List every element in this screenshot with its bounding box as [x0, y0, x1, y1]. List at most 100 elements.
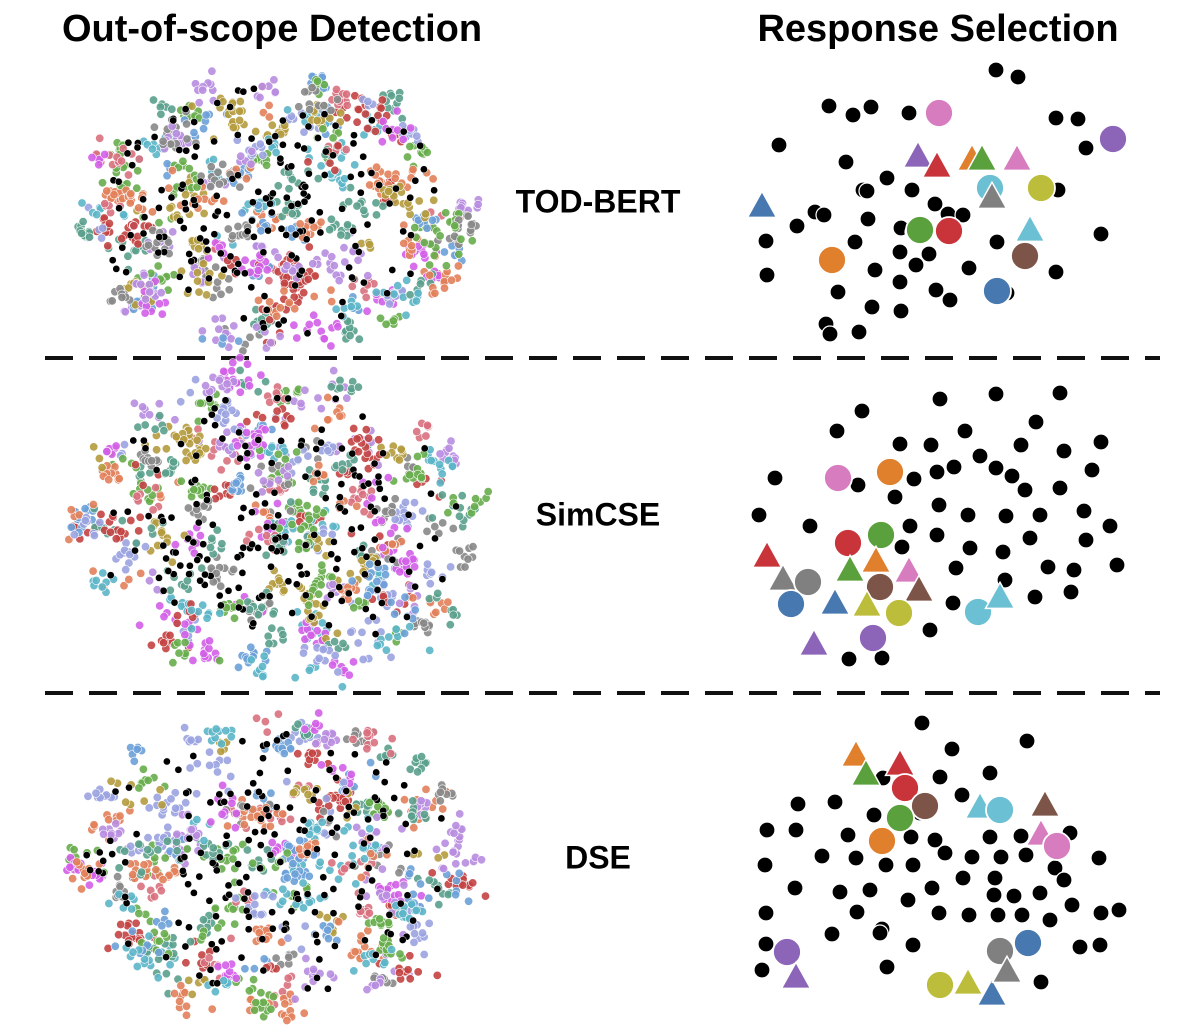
- neighbor-point: [1031, 884, 1049, 902]
- neighbor-point: [853, 402, 871, 420]
- neighbor-point: [862, 98, 880, 116]
- neighbor-point: [1055, 442, 1073, 460]
- neighbor-point: [1047, 109, 1065, 127]
- gray-circle-marker: [793, 567, 823, 597]
- tsne-cloud-2: [64, 353, 493, 692]
- neighbor-point: [891, 273, 909, 291]
- neighbor-point: [985, 886, 1003, 904]
- tsne-cloud-1: [73, 66, 483, 356]
- neighbor-point: [960, 259, 978, 277]
- neighbor-point: [987, 459, 1005, 477]
- purple-circle-marker: [858, 623, 888, 653]
- orange-triangle-marker: [860, 544, 892, 574]
- neighbor-point: [1013, 906, 1031, 924]
- neighbor-point: [1009, 68, 1027, 86]
- blue-circle-marker: [1013, 928, 1043, 958]
- red-circle-marker: [890, 773, 920, 803]
- model-label-tod-bert: TOD-BERT: [515, 183, 681, 220]
- neighbor-point: [913, 714, 931, 732]
- blue-triangle-marker: [746, 189, 778, 219]
- neighbor-point: [907, 256, 925, 274]
- neighbor-point: [1005, 887, 1023, 905]
- neighbor-point: [873, 649, 891, 667]
- model-label-simcse: SimCSE: [535, 496, 661, 533]
- purple-triangle-marker: [798, 627, 830, 657]
- pink-circle-marker: [924, 98, 954, 128]
- neighbor-point: [954, 206, 972, 224]
- header-out-of-scope-detection: Out-of-scope Detection: [61, 8, 483, 50]
- neighbor-point: [1092, 225, 1110, 243]
- orange-circle-marker: [867, 826, 897, 856]
- neighbor-point: [877, 856, 895, 874]
- neighbor-point: [839, 826, 857, 844]
- neighbor-point: [1027, 413, 1045, 431]
- neighbor-point: [757, 904, 775, 922]
- response-selection-panel-dse: [753, 714, 1128, 1007]
- neighbor-point: [1092, 904, 1110, 922]
- neighbor-point: [837, 153, 855, 171]
- neighbor-point: [892, 302, 910, 320]
- neighbor-point: [1039, 558, 1057, 576]
- neighbor-point: [826, 793, 844, 811]
- red-triangle-marker: [751, 539, 783, 569]
- neighbor-point: [820, 97, 838, 115]
- neighbor-point: [878, 169, 896, 187]
- neighbor-point: [930, 904, 948, 922]
- red-circle-marker: [934, 216, 964, 246]
- neighbor-point: [1021, 529, 1039, 547]
- green-triangle-marker: [850, 757, 882, 787]
- gray-triangle-marker: [976, 180, 1008, 210]
- neighbor-point: [750, 506, 768, 524]
- neighbor-point: [947, 559, 965, 577]
- neighbor-point: [992, 848, 1010, 866]
- neighbor-point: [1012, 827, 1030, 845]
- neighbor-point: [758, 266, 776, 284]
- neighbor-point: [1110, 901, 1128, 919]
- neighbor-point: [1018, 732, 1036, 750]
- neighbor-point: [1032, 973, 1050, 991]
- neighbor-point: [787, 821, 805, 839]
- neighbor-point: [931, 390, 949, 408]
- neighbor-point: [1063, 896, 1081, 914]
- blue-circle-marker: [776, 589, 806, 619]
- neighbor-point: [756, 856, 774, 874]
- cyan-triangle-marker: [1014, 213, 1046, 243]
- brown-circle-marker: [1010, 241, 1040, 271]
- neighbor-point: [901, 517, 919, 535]
- neighbor-point: [1101, 517, 1119, 535]
- orange-triangle-marker: [840, 738, 872, 768]
- neighbor-point: [878, 958, 896, 976]
- neighbor-point: [866, 261, 884, 279]
- neighbor-point: [997, 507, 1015, 525]
- neighbor-point: [936, 844, 954, 862]
- neighbor-point: [847, 849, 865, 867]
- neighbor-point: [989, 906, 1007, 924]
- neighbor-point: [1017, 846, 1035, 864]
- neighbor-point: [891, 243, 909, 261]
- neighbor-point: [1041, 911, 1059, 929]
- olive-circle-marker: [925, 970, 955, 1000]
- neighbor-point: [960, 906, 978, 924]
- neighbor-point: [899, 891, 917, 909]
- green-circle-marker: [866, 520, 896, 550]
- neighbor-point: [786, 879, 804, 897]
- blue-triangle-marker: [976, 977, 1008, 1007]
- red-triangle-marker: [921, 149, 953, 179]
- neighbor-point: [926, 831, 944, 849]
- neighbor-point: [828, 422, 846, 440]
- neighbor-point: [953, 786, 971, 804]
- neighbor-point: [893, 538, 911, 556]
- neighbor-point: [981, 764, 999, 782]
- neighbor-point: [923, 879, 941, 897]
- header-response-selection: Response Selection: [757, 8, 1119, 50]
- tsne-cloud-3: [62, 708, 490, 1025]
- response-selection-panel-simcse: [750, 384, 1126, 668]
- green-circle-marker: [885, 803, 915, 833]
- neighbor-point: [1077, 531, 1095, 549]
- neighbor-point: [954, 869, 972, 887]
- neighbor-point: [927, 281, 945, 299]
- neighbor-point: [928, 526, 946, 544]
- pink-triangle-marker: [1001, 142, 1033, 172]
- cyan-triangle-marker: [984, 580, 1016, 610]
- neighbor-point: [846, 233, 864, 251]
